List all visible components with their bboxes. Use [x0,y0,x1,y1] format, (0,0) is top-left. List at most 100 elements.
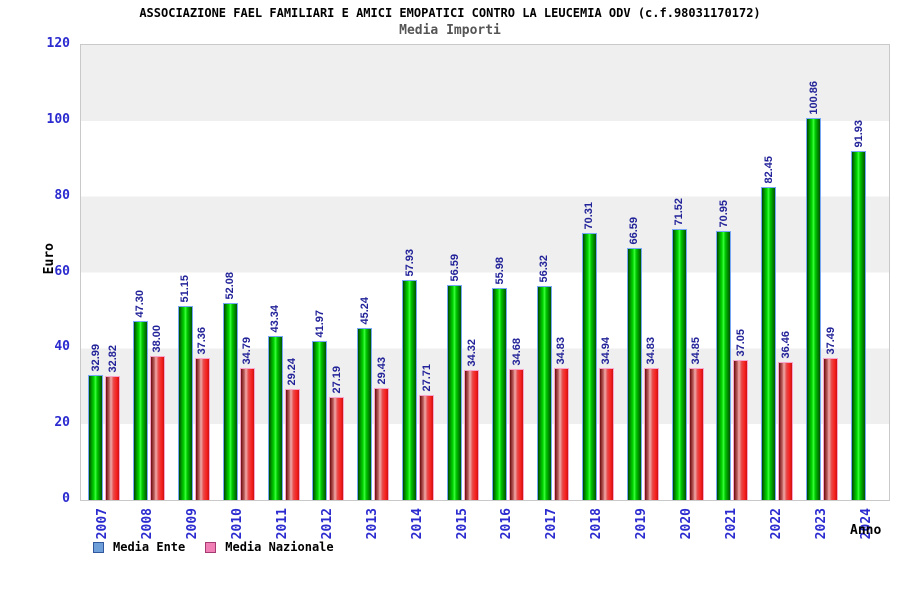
x-tick-2021: 2021 [724,508,739,540]
chart-title: ASSOCIAZIONE FAEL FAMILIARI E AMICI EMOP… [139,6,761,20]
bar-value-label-media-nazionale-2010: 34.79 [241,337,253,365]
bar-value-label-media-ente-2012: 41.97 [314,310,326,338]
bar-media-nazionale-2020 [689,368,704,500]
x-axis-title: Anno [850,523,882,538]
bar-value-label-media-nazionale-2018: 34.94 [600,337,612,365]
bar-media-nazionale-2019 [644,368,659,500]
bar-value-label-media-ente-2017: 56.32 [538,255,550,283]
bar-value-label-media-nazionale-2015: 34.32 [466,339,478,367]
bar-media-ente-2007 [88,375,103,500]
bar-value-label-media-ente-2019: 66.59 [628,217,640,245]
bar-media-nazionale-2015 [464,370,479,500]
bar-value-label-media-nazionale-2008: 38.00 [151,325,163,353]
bar-media-nazionale-2007 [105,376,120,500]
x-tick-2018: 2018 [589,508,604,540]
bar-value-label-media-nazionale-2019: 34.83 [645,337,657,365]
bar-value-label-media-ente-2020: 71.52 [673,198,685,226]
bar-media-ente-2020 [672,229,687,500]
bar-value-label-media-ente-2022: 82.45 [763,156,775,184]
bar-value-label-media-nazionale-2020: 34.85 [690,337,702,365]
x-tick-2022: 2022 [769,508,784,540]
bar-media-nazionale-2018 [599,368,614,500]
bar-media-ente-2022 [761,187,776,500]
bar-value-label-media-nazionale-2011: 29.24 [286,358,298,386]
x-tick-2023: 2023 [814,508,829,540]
bar-media-nazionale-2013 [374,388,389,500]
x-tick-2009: 2009 [185,508,200,540]
bar-media-ente-2021 [716,231,731,500]
bar-value-label-media-nazionale-2007: 32.82 [107,345,119,373]
bar-media-nazionale-2021 [733,360,748,500]
x-tick-2010: 2010 [230,508,245,540]
x-tick-2013: 2013 [365,508,380,540]
bar-media-nazionale-2014 [419,395,434,500]
bar-value-label-media-ente-2007: 32.99 [90,344,102,372]
bar-media-nazionale-2022 [778,362,793,500]
legend: Media Ente Media Nazionale [93,540,334,554]
bar-value-label-media-nazionale-2014: 27.71 [421,364,433,392]
bar-media-ente-2023 [806,118,821,500]
bar-media-ente-2016 [492,288,507,500]
bar-media-nazionale-2017 [554,368,569,500]
bar-value-label-media-ente-2008: 47.30 [134,290,146,318]
bar-media-nazionale-2009 [195,358,210,500]
plot-area: 32.99 32.82 2007 47.30 38.00 2008 51.15 37.36 20… [80,44,890,539]
bar-media-ente-2013 [357,328,372,500]
chart-subtitle: Media Importi [399,23,501,38]
bar-media-nazionale-2023 [823,358,838,500]
x-tick-2016: 2016 [499,508,514,540]
bar-media-ente-2018 [582,233,597,500]
bar-value-label-media-ente-2013: 45.24 [359,297,371,325]
y-tick-60: 60 [54,263,70,279]
y-tick-20: 20 [54,415,70,431]
legend-item-media-ente: Media Ente [93,540,185,554]
bar-media-nazionale-2016 [509,369,524,500]
y-tick-0: 0 [62,491,70,506]
y-tick-100: 100 [46,111,70,127]
y-tick-120: 120 [46,36,70,51]
x-tick-2019: 2019 [634,508,649,540]
bar-value-label-media-nazionale-2009: 37.36 [196,327,208,355]
bar-value-label-media-nazionale-2023: 37.49 [825,327,837,355]
bar-value-label-media-ente-2018: 70.31 [583,202,595,230]
bar-value-label-media-ente-2021: 70.95 [718,200,730,228]
x-tick-2011: 2011 [275,508,290,540]
bar-media-ente-2019 [627,248,642,500]
bar-media-ente-2017 [537,286,552,500]
bar-media-nazionale-2010 [240,368,255,500]
bar-media-nazionale-2008 [150,356,165,500]
bar-value-label-media-nazionale-2016: 34.68 [511,338,523,366]
legend-item-media-nazionale: Media Nazionale [205,540,334,554]
bar-value-label-media-ente-2023: 100.86 [808,81,820,115]
bar-value-label-media-ente-2016: 55.98 [494,257,506,285]
bar-value-label-media-ente-2014: 57.93 [404,249,416,277]
bar-media-ente-2014 [402,280,417,500]
x-tick-2012: 2012 [320,508,335,540]
bar-value-label-media-ente-2010: 52.08 [224,272,236,300]
bar-media-ente-2011 [268,336,283,500]
bar-media-nazionale-2012 [329,397,344,500]
bar-media-ente-2010 [223,303,238,500]
y-tick-80: 80 [54,187,70,203]
bar-media-nazionale-2011 [285,389,300,500]
bar-media-ente-2008 [133,321,148,500]
x-tick-2020: 2020 [679,508,694,540]
bar-value-label-media-nazionale-2021: 37.05 [735,329,747,357]
legend-label-media-ente: Media Ente [113,540,186,554]
bar-media-ente-2015 [447,285,462,500]
bar-media-ente-2009 [178,306,193,500]
legend-label-media-nazionale: Media Nazionale [225,540,334,554]
bar-value-label-media-ente-2011: 43.34 [269,305,281,333]
y-tick-40: 40 [54,339,70,355]
bar-value-label-media-ente-2015: 56.59 [449,254,461,282]
bar-value-label-media-nazionale-2013: 29.43 [376,357,388,385]
bar-media-ente-2012 [312,341,327,500]
bar-media-ente-2024 [851,151,866,500]
x-tick-2015: 2015 [455,508,470,540]
bar-value-label-media-ente-2024: 91.93 [853,120,865,148]
bar-value-label-media-nazionale-2022: 36.46 [780,331,792,359]
bar-value-label-media-nazionale-2012: 27.19 [331,366,343,394]
x-tick-2014: 2014 [410,508,425,540]
x-tick-2017: 2017 [544,508,559,540]
bar-value-label-media-nazionale-2017: 34.83 [555,337,567,365]
